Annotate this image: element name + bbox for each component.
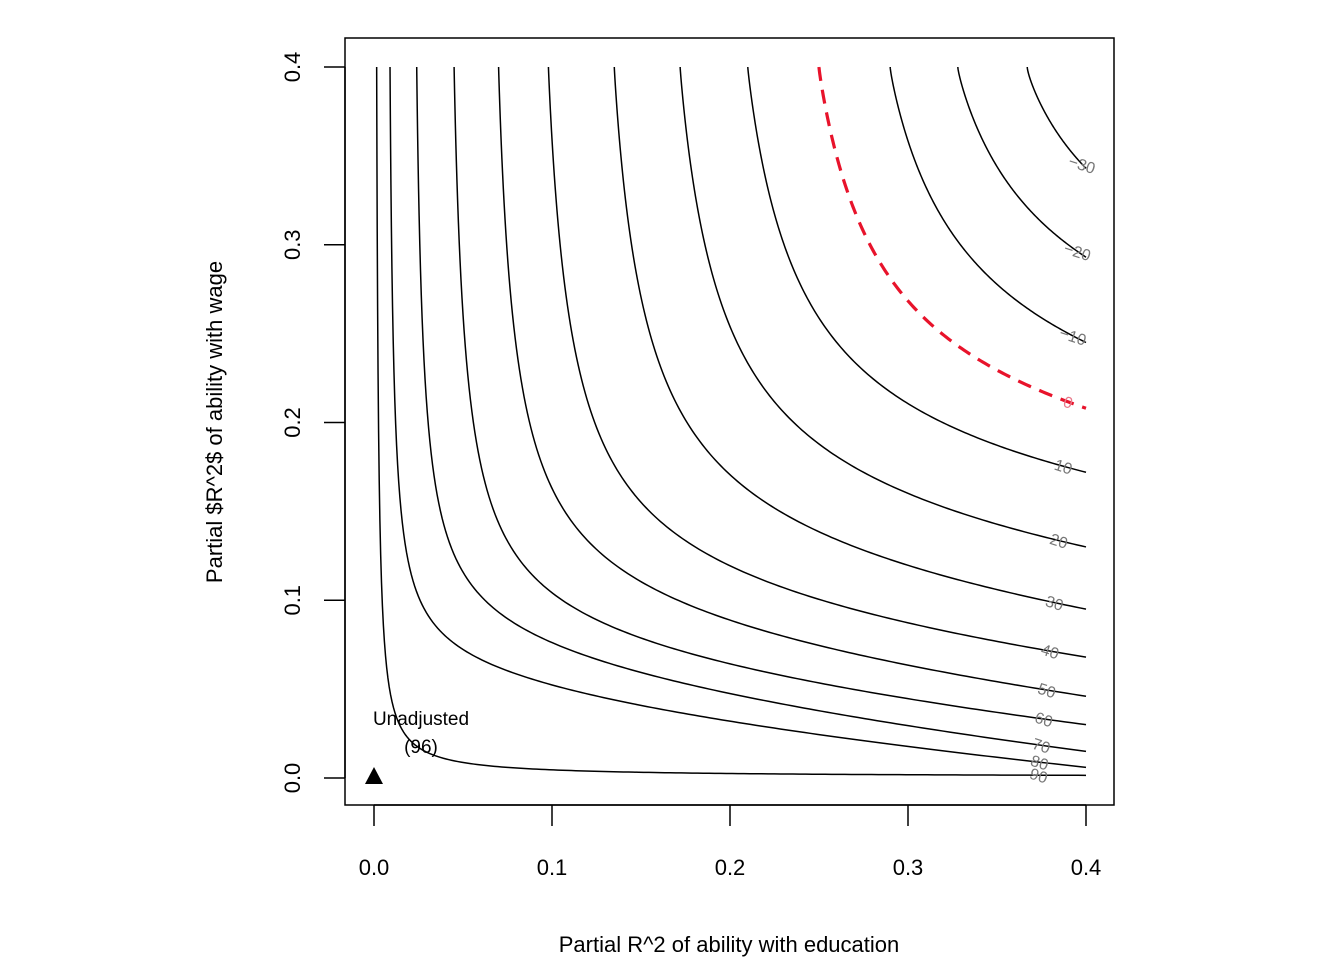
contour-label-20: 20	[1047, 531, 1069, 553]
x-tick-label: 0.4	[1071, 855, 1102, 880]
unadjusted-point-marker	[365, 767, 383, 784]
x-tick-label: 0.3	[893, 855, 924, 880]
contour-line-70	[415, 66, 1087, 753]
contour-line-neg30	[1026, 66, 1087, 169]
contour-label-10: 10	[1052, 457, 1074, 479]
y-tick-label: 0.2	[280, 407, 305, 438]
contour-line-50	[497, 66, 1087, 697]
contour-label-40: 40	[1039, 642, 1061, 664]
contour-line-80	[389, 66, 1087, 769]
y-axis: 0.0 0.1 0.2 0.3 0.4	[280, 52, 346, 794]
contour-label-90: 90	[1027, 766, 1049, 788]
x-axis: 0.0 0.1 0.2 0.3 0.4	[359, 804, 1102, 880]
contour-line-10	[747, 66, 1087, 473]
y-tick-label: 0.3	[280, 229, 305, 260]
contour-line-90	[375, 66, 1087, 777]
contour-label-neg20: −20	[1061, 241, 1092, 266]
contour-line-40	[547, 66, 1087, 658]
contour-line-neg20	[957, 66, 1087, 258]
unadjusted-value-label: (96)	[404, 737, 438, 758]
contour-label-neg30: −30	[1066, 153, 1097, 178]
contour-line-20	[679, 66, 1087, 548]
y-tick-label: 0.4	[280, 52, 305, 83]
y-axis-title: Partial $R^2$ of ability with wage	[202, 261, 227, 583]
y-tick-label: 0.0	[280, 763, 305, 794]
contour-label-80: 80	[1028, 753, 1050, 775]
contour-label-neg10: −10	[1057, 325, 1088, 350]
contour-label-60: 60	[1032, 710, 1054, 732]
contour-label-70: 70	[1030, 736, 1052, 758]
contour-line-0	[817, 66, 1087, 410]
x-tick-label: 0.2	[715, 855, 746, 880]
x-tick-label: 0.1	[537, 855, 568, 880]
x-tick-label: 0.0	[359, 855, 390, 880]
contour-line-60	[453, 66, 1087, 726]
contour-lines	[375, 66, 1087, 777]
contour-line-30	[613, 66, 1087, 610]
plot-frame	[344, 37, 1115, 806]
contour-label-50: 50	[1035, 681, 1057, 703]
contour-line-neg10	[889, 66, 1087, 344]
contour-label-30: 30	[1043, 593, 1065, 615]
unadjusted-label: Unadjusted	[373, 709, 469, 730]
y-tick-label: 0.1	[280, 585, 305, 616]
x-axis-title: Partial R^2 of ability with education	[559, 932, 900, 957]
